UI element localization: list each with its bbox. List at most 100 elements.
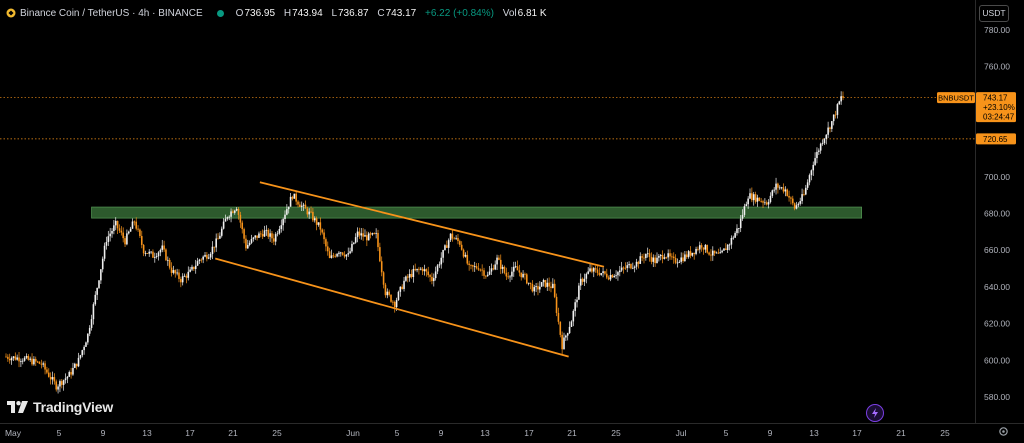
candle-body (81, 350, 84, 356)
candle-body (695, 248, 697, 254)
candle-body (434, 271, 437, 279)
candle-body (706, 244, 709, 253)
candle-body (771, 190, 774, 196)
candle-body (821, 143, 824, 144)
candle-body (520, 272, 523, 278)
candle-body (239, 214, 242, 223)
chart-header: Binance Coin / TetherUS · 4h · BINANCE O… (6, 6, 553, 20)
candle-body (700, 245, 703, 248)
candle-body (90, 319, 93, 328)
lightning-button[interactable] (866, 404, 884, 422)
candle-body (840, 96, 842, 102)
candle-body (459, 241, 461, 245)
candle-body (226, 217, 229, 219)
candle-body (436, 265, 439, 272)
candle-body (152, 251, 154, 258)
candle-body (736, 228, 738, 234)
candle-body (291, 196, 294, 199)
candle-body (105, 241, 108, 246)
candle-body (72, 367, 74, 375)
candle-body (377, 232, 379, 248)
candle-body (10, 358, 13, 361)
candle-body (61, 381, 63, 385)
candle-body (752, 194, 755, 201)
candle-body (131, 221, 134, 229)
candle-body (362, 233, 364, 237)
market-status-dot[interactable] (216, 9, 224, 17)
candle-body (70, 372, 72, 375)
candle-body (583, 278, 586, 282)
candle-body (278, 228, 281, 234)
candle-body (632, 267, 634, 269)
candle-body (685, 254, 688, 258)
candle-body (780, 187, 783, 189)
open-key: O (235, 7, 244, 19)
candle-body (167, 259, 169, 261)
candle-body (762, 201, 764, 203)
candle-body (490, 268, 493, 272)
candle-body (380, 261, 383, 273)
candle-body (447, 240, 450, 248)
candle-body (418, 268, 420, 270)
candle-body (553, 283, 556, 297)
y-tick-label: 580.00 (984, 392, 1010, 402)
currency-button[interactable]: USDT (979, 5, 1009, 22)
candle-body (507, 276, 509, 278)
channel-lower-line[interactable] (215, 257, 569, 358)
candle-body (641, 256, 643, 258)
candle-body (470, 264, 472, 266)
candle-body (481, 269, 483, 271)
candle-body (395, 300, 398, 308)
candle-body (351, 243, 353, 252)
close-value: 743.17 (385, 7, 417, 19)
channel-upper-line[interactable] (259, 181, 605, 268)
candle-body (293, 193, 296, 199)
candle-body (756, 197, 759, 202)
candle-body (113, 225, 115, 232)
support-zone-rect[interactable] (91, 206, 862, 219)
candle-body (328, 251, 331, 259)
candle-body (103, 245, 106, 259)
candle-body (193, 266, 195, 269)
candle-body (330, 255, 333, 259)
candle-body (819, 143, 822, 151)
candle-body (475, 266, 478, 269)
candle-body (408, 273, 411, 278)
symbol-title[interactable]: Binance Coin / TetherUS · 4h · BINANCE (20, 7, 203, 19)
candle-body (544, 280, 547, 287)
candle-body (561, 334, 563, 350)
candle-body (129, 228, 132, 232)
descending-channel[interactable] (215, 181, 605, 358)
candle-body (473, 266, 476, 267)
candle-body (531, 283, 534, 292)
candle-body (369, 233, 372, 235)
candle-body (310, 211, 312, 213)
candle-body (384, 284, 387, 296)
candle-body (542, 280, 545, 283)
x-tick-label: 17 (524, 428, 534, 438)
tradingview-logo[interactable]: TradingView (7, 399, 113, 415)
gear-icon[interactable] (998, 426, 1009, 437)
candle-body (213, 246, 216, 248)
ticker-tag: BNBUSDT (937, 92, 975, 104)
candle-body (183, 275, 186, 277)
candle-body (589, 268, 591, 272)
candle-body (566, 333, 569, 336)
symbol-title-wrap[interactable]: Binance Coin / TetherUS · 4h · BINANCE (6, 8, 203, 19)
candle-body (512, 266, 515, 272)
candle-body (419, 268, 422, 270)
candle-body (579, 278, 582, 286)
candle-body (526, 274, 528, 284)
y-tick-label: 700.00 (984, 172, 1010, 182)
candle-body (16, 357, 18, 360)
candle-body (533, 287, 536, 292)
candle-body (712, 250, 714, 256)
candle-body (122, 232, 124, 239)
time-axis[interactable]: May 5 9 13 17 21 25 Jun 5 9 13 17 21 25 Jul 5 9 13 17 21 25 (5, 428, 950, 438)
y-tick-label: 760.00 (984, 62, 1010, 72)
candle-body (87, 333, 89, 343)
x-tick-label: 25 (940, 428, 950, 438)
x-tick-label: 5 (57, 428, 62, 438)
candle-body (505, 272, 508, 277)
